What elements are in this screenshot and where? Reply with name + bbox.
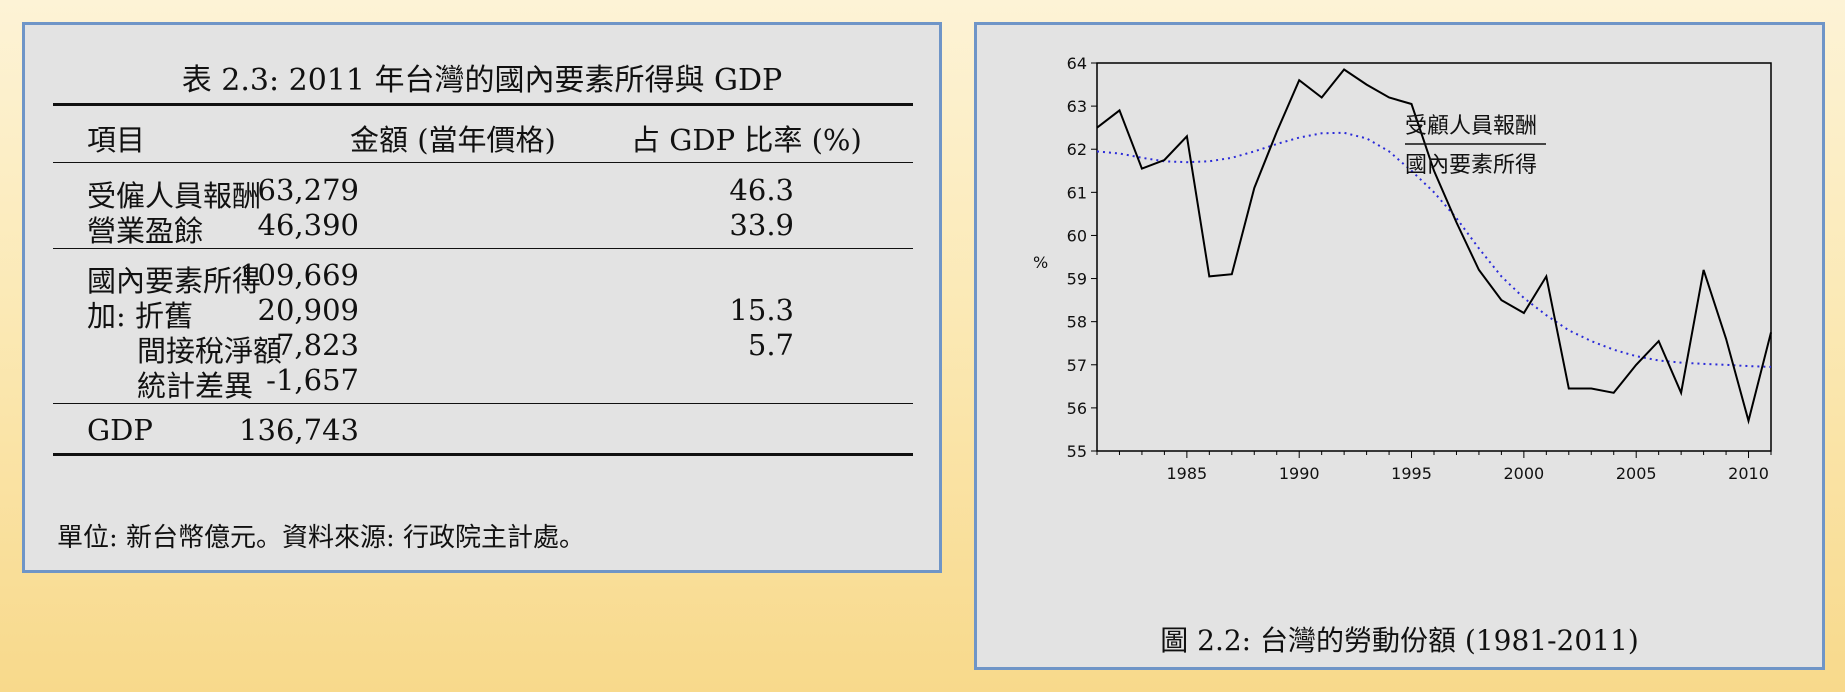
line-chart: 55 56 57 58 59 60 61 62 63 64 1985 1990 1995 2000 200… xyxy=(1033,54,1772,483)
row-amount: 7,823 xyxy=(275,328,359,362)
labor-share-line xyxy=(1096,68,1772,425)
table-title: 表 2.3: 2011 年台灣的國內要素所得與 GDP xyxy=(181,63,783,98)
chart-panel: 55 56 57 58 59 60 61 62 63 64 1985 1990 1995 2000 200… xyxy=(974,22,1825,670)
x-tick-label: 2000 xyxy=(1504,464,1545,483)
header-amount: 金額 (當年價格) xyxy=(350,123,556,157)
table-panel: 表 2.3: 2011 年台灣的國內要素所得與 GDP 項目 金額 (當年價格)… xyxy=(22,22,942,573)
row-amount: 20,909 xyxy=(257,293,359,327)
y-tick-label: 60 xyxy=(1067,226,1087,245)
row-ratio: 15.3 xyxy=(729,293,794,327)
row-label: GDP xyxy=(87,413,153,447)
row-amount: 63,279 xyxy=(257,173,359,207)
section-rule xyxy=(53,403,913,404)
table-top-rule xyxy=(53,103,913,106)
row-amount: -1,657 xyxy=(266,363,359,397)
row-amount: 136,743 xyxy=(239,413,359,447)
y-tick-label: 55 xyxy=(1067,442,1087,461)
y-tick-label: 59 xyxy=(1067,270,1087,289)
row-ratio: 5.7 xyxy=(747,328,794,362)
y-tick-label: 58 xyxy=(1067,313,1087,332)
row-label: 加: 折舊 xyxy=(87,299,193,333)
row-label: 營業盈餘 xyxy=(87,214,204,248)
x-axis: 1985 1990 1995 2000 2005 2010 xyxy=(1096,451,1772,483)
row-amount: 109,669 xyxy=(239,258,359,292)
header-ratio: 占 GDP 比率 (%) xyxy=(631,123,862,157)
row-label: 統計差異 xyxy=(137,369,254,403)
header-rule xyxy=(53,162,913,163)
y-axis-label: % xyxy=(1033,253,1048,272)
x-tick-label: 2005 xyxy=(1616,464,1657,483)
y-tick-label: 63 xyxy=(1067,97,1087,116)
header-item: 項目 xyxy=(87,123,146,157)
chart-caption: 圖 2.2: 台灣的勞動份額 (1981-2011) xyxy=(1160,624,1639,657)
legend-numerator: 受顧人員報酬 xyxy=(1405,114,1537,139)
y-axis: 55 56 57 58 59 60 61 62 63 64 xyxy=(1067,54,1097,461)
table-bottom-rule xyxy=(53,453,913,456)
x-tick-label: 1990 xyxy=(1279,464,1320,483)
legend-denominator: 國內要素所得 xyxy=(1405,153,1537,178)
trend-line xyxy=(1096,131,1772,368)
section-rule xyxy=(53,248,913,249)
y-tick-label: 64 xyxy=(1067,54,1087,73)
y-tick-label: 62 xyxy=(1067,140,1087,159)
row-label: 間接稅淨額 xyxy=(137,334,283,368)
y-tick-label: 61 xyxy=(1067,183,1087,202)
x-tick-label: 1995 xyxy=(1391,464,1432,483)
table-note: 單位: 新台幣億元。資料來源: 行政院主計處。 xyxy=(57,523,586,553)
row-label: 國內要素所得 xyxy=(87,264,262,298)
x-tick-label: 2010 xyxy=(1728,464,1769,483)
row-ratio: 33.9 xyxy=(729,208,794,242)
x-tick-label: 1985 xyxy=(1167,464,1208,483)
y-tick-label: 57 xyxy=(1067,356,1087,375)
row-amount: 46,390 xyxy=(257,208,359,242)
row-label: 受僱人員報酬 xyxy=(87,179,262,213)
y-tick-label: 56 xyxy=(1067,399,1087,418)
row-ratio: 46.3 xyxy=(729,173,794,207)
